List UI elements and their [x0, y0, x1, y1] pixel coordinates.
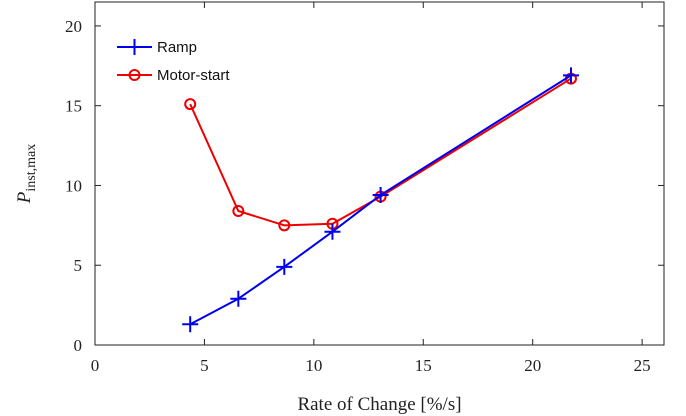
- y-tick-label: 10: [65, 176, 82, 195]
- data-point-motor-start: [232, 204, 245, 217]
- legend-label: Ramp: [157, 39, 197, 56]
- legend-item-motor-start: Motor-start: [117, 67, 230, 84]
- data-point-ramp: [276, 258, 293, 275]
- legend-marker: [128, 69, 141, 81]
- x-tick-label: 25: [634, 356, 651, 375]
- data-point-ramp: [562, 67, 579, 84]
- series-ramp: [182, 67, 579, 333]
- y-axis-label: Pinst,max: [14, 144, 39, 204]
- x-axis-label: Rate of Change [%/s]: [297, 394, 461, 415]
- series-line-motor-start: [189, 77, 572, 227]
- legend-marker: [126, 39, 143, 55]
- plot-frame: [94, 1, 665, 346]
- y-axis-label-subscript: inst,max: [24, 144, 39, 192]
- data-point-ramp: [182, 316, 199, 333]
- y-tick-label: 15: [65, 97, 82, 116]
- series-layer: [182, 67, 579, 333]
- series-line-ramp: [189, 74, 572, 326]
- legend-label: Motor-start: [157, 67, 230, 84]
- x-tick-label: 10: [305, 356, 322, 375]
- data-point-motor-start: [184, 98, 197, 111]
- y-axis-label-main: P: [14, 191, 35, 204]
- y-tick-label: 0: [74, 336, 83, 355]
- legend-item-ramp: Ramp: [117, 39, 197, 56]
- x-tick-label: 20: [524, 356, 541, 375]
- x-tick-label: 0: [91, 356, 100, 375]
- axis-ticks: 0 5 10 15 20 25 0 5 10 15 20: [65, 2, 664, 375]
- data-point-ramp: [230, 290, 247, 307]
- data-point-motor-start: [278, 219, 291, 232]
- y-tick-label: 5: [74, 256, 83, 275]
- legend: Ramp Motor-start: [117, 39, 230, 84]
- y-tick-label: 20: [65, 17, 82, 36]
- x-tick-label: 15: [415, 356, 432, 375]
- x-tick-label: 5: [200, 356, 209, 375]
- data-point-ramp: [372, 187, 389, 204]
- data-point-ramp: [324, 223, 341, 240]
- series-motor-start: [184, 72, 577, 232]
